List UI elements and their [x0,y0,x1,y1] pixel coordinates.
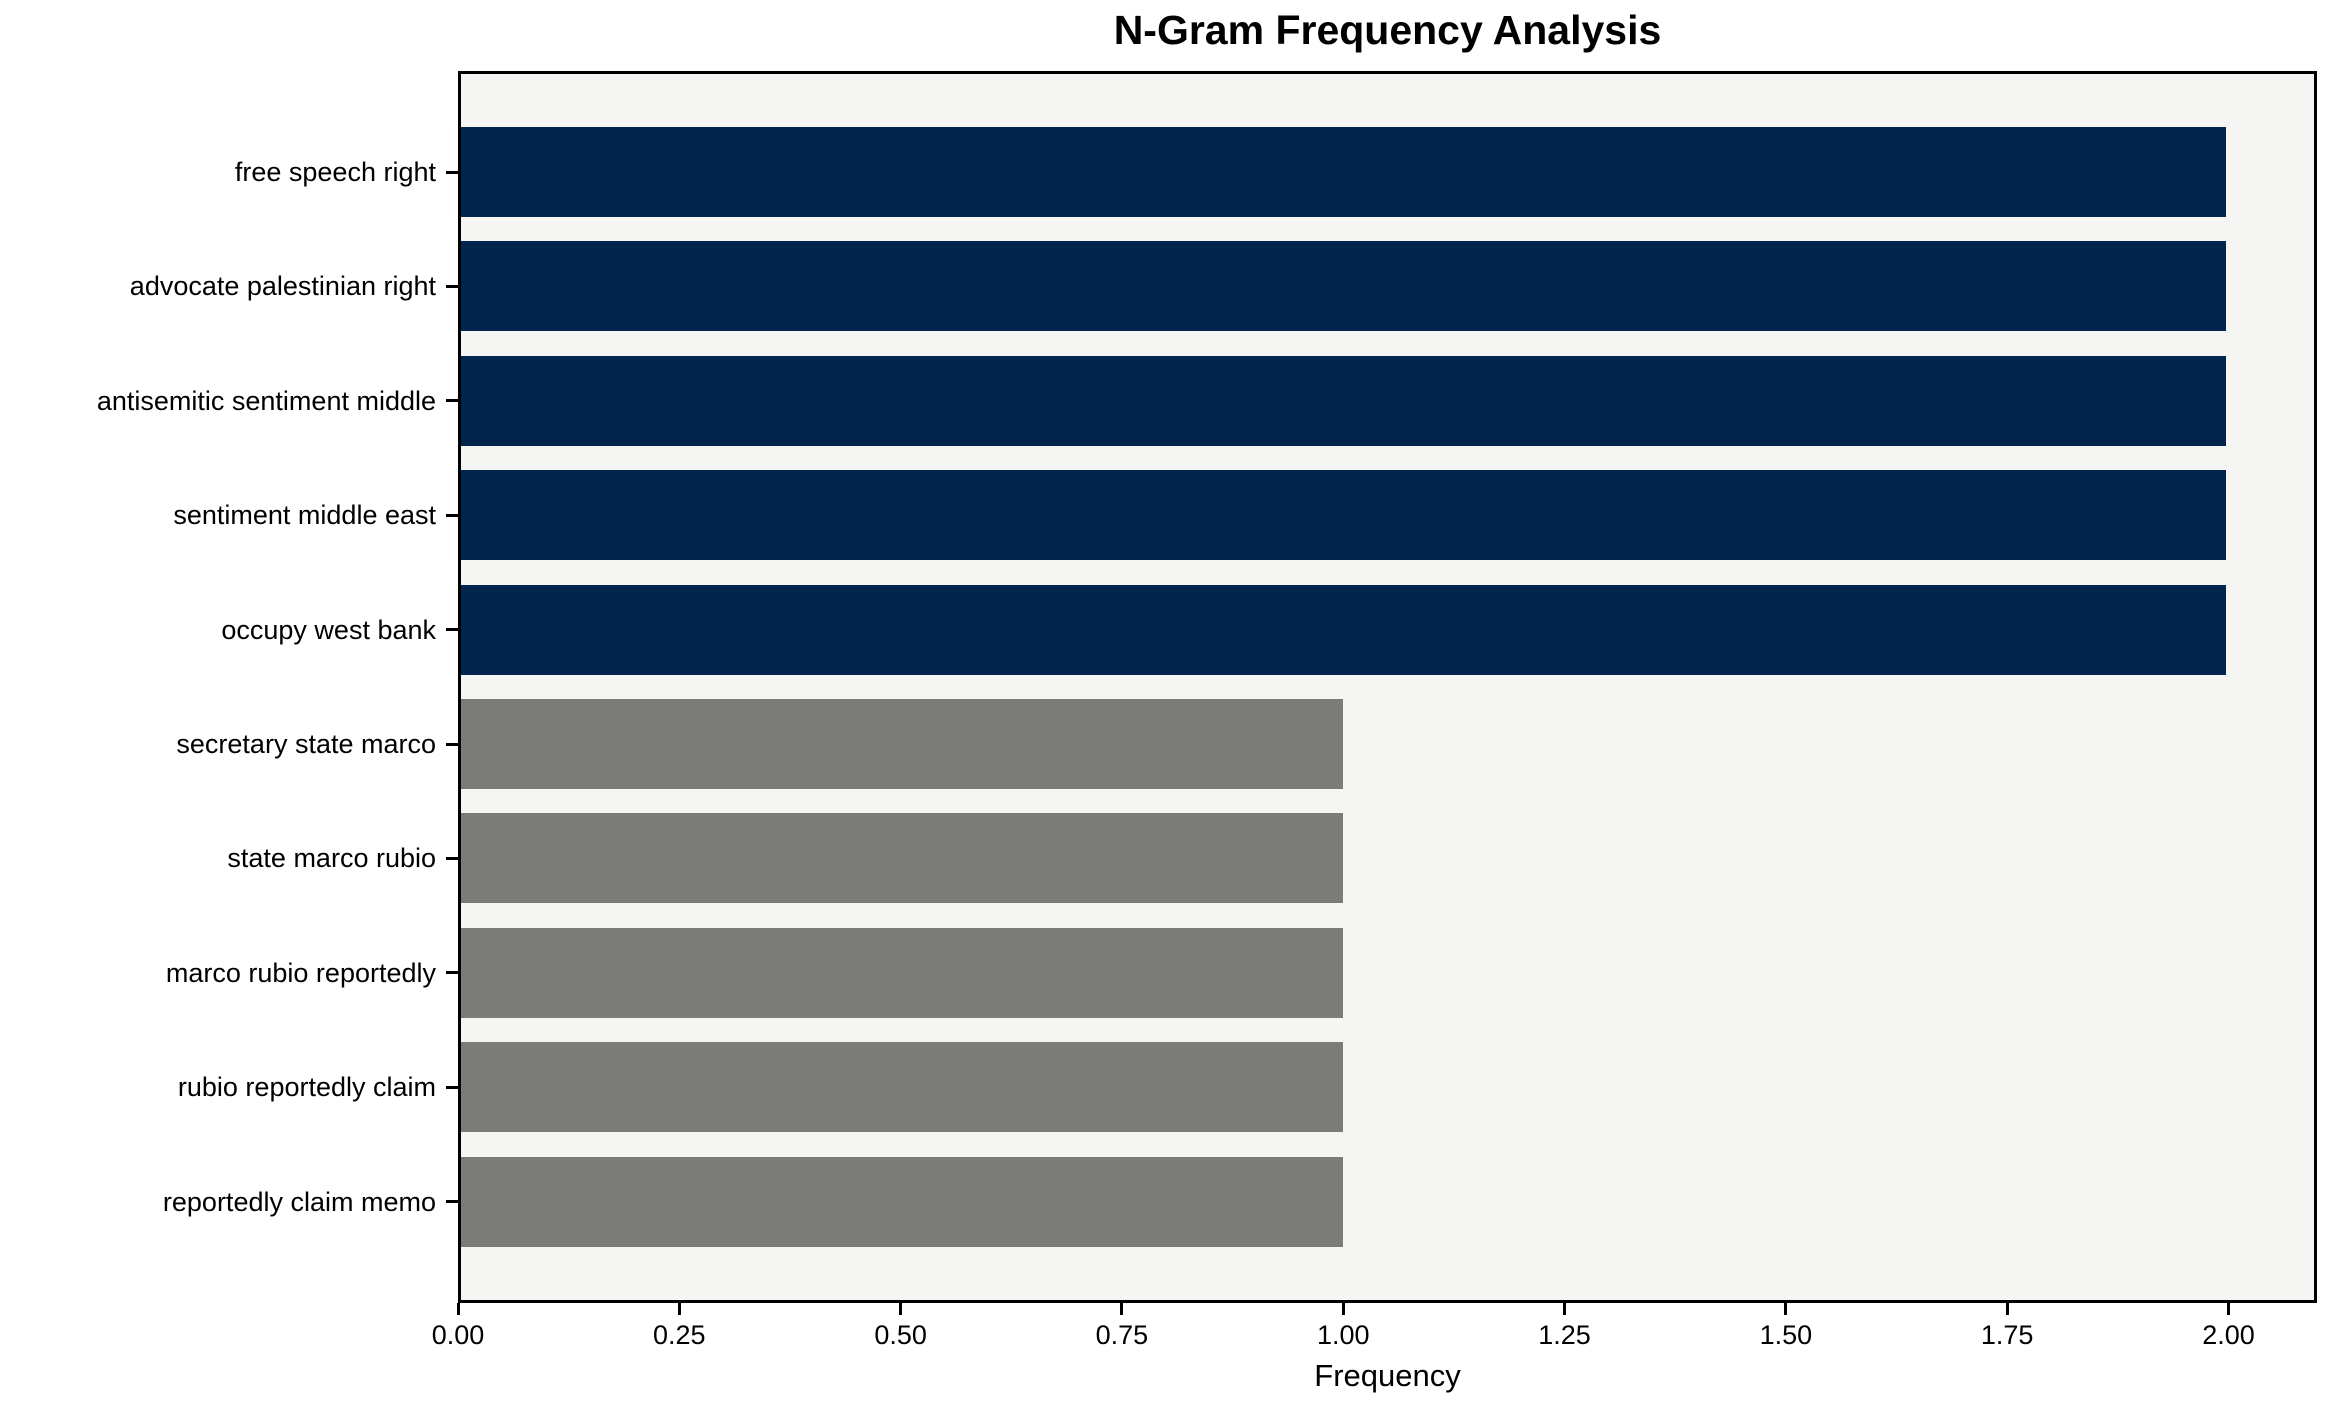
x-tick-label: 0.75 [1095,1320,1149,1350]
bar-free-speech-right [461,127,2226,217]
y-tick-mark [446,971,458,975]
x-axis-label: Frequency [1314,1358,1461,1393]
x-tick-mark [1341,1303,1345,1315]
y-tick-label: marco rubio reportedly [165,957,436,988]
plot-area [458,71,2317,1303]
x-tick-mark [1784,1303,1788,1315]
y-tick-mark [446,1200,458,1204]
y-tick-label: state marco rubio [227,843,436,874]
y-tick-mark [446,170,458,174]
y-tick-label: reportedly claim memo [162,1186,436,1217]
y-tick-mark [446,513,458,517]
x-tick-mark [1563,1303,1567,1315]
bar-state-marco-rubio [461,813,1344,904]
y-tick-label: occupy west bank [221,614,436,645]
x-tick-label: 2.00 [2202,1320,2255,1350]
x-tick-mark [2005,1303,2009,1315]
y-tick-label: rubio reportedly claim [177,1072,436,1103]
y-tick-mark [446,856,458,860]
x-tick-mark [2226,1303,2230,1315]
bar-rubio-reportedly-claim [461,1042,1344,1133]
x-tick-mark [677,1303,681,1315]
x-tick-label: 1.00 [1316,1320,1370,1350]
bar-secretary-state-marco [461,699,1344,789]
x-tick-label: 0.00 [431,1320,485,1350]
y-tick-label: free speech right [234,157,436,187]
y-tick-mark [446,399,458,403]
x-tick-mark [899,1303,903,1315]
x-tick-label: 1.25 [1538,1320,1591,1350]
bar-marco-rubio-reportedly [461,927,1344,1018]
bar-antisemitic-sentiment-middle [461,355,2226,446]
y-tick-mark [446,742,458,746]
x-tick-label: 0.50 [874,1320,927,1350]
x-tick-mark [456,1303,460,1315]
y-tick-mark [446,1085,458,1089]
y-tick-mark [446,284,458,288]
chart-title: N-Gram Frequency Analysis [1113,7,1662,53]
y-tick-label: advocate palestinian right [129,271,436,302]
x-tick-label: 1.75 [1980,1320,2034,1350]
bar-advocate-palestinian-right [461,241,2226,332]
bar-reportedly-claim-memo [461,1156,1344,1247]
y-tick-label: sentiment middle east [173,500,436,531]
y-tick-mark [446,628,458,632]
x-tick-mark [1120,1303,1124,1315]
x-tick-label: 1.50 [1759,1320,1813,1350]
bar-sentiment-middle-east [461,470,2226,561]
y-tick-label: antisemitic sentiment middle [96,385,436,416]
y-tick-label: secretary state marco [176,729,436,759]
x-tick-label: 0.25 [653,1320,706,1350]
bar-occupy-west-bank [461,584,2226,675]
